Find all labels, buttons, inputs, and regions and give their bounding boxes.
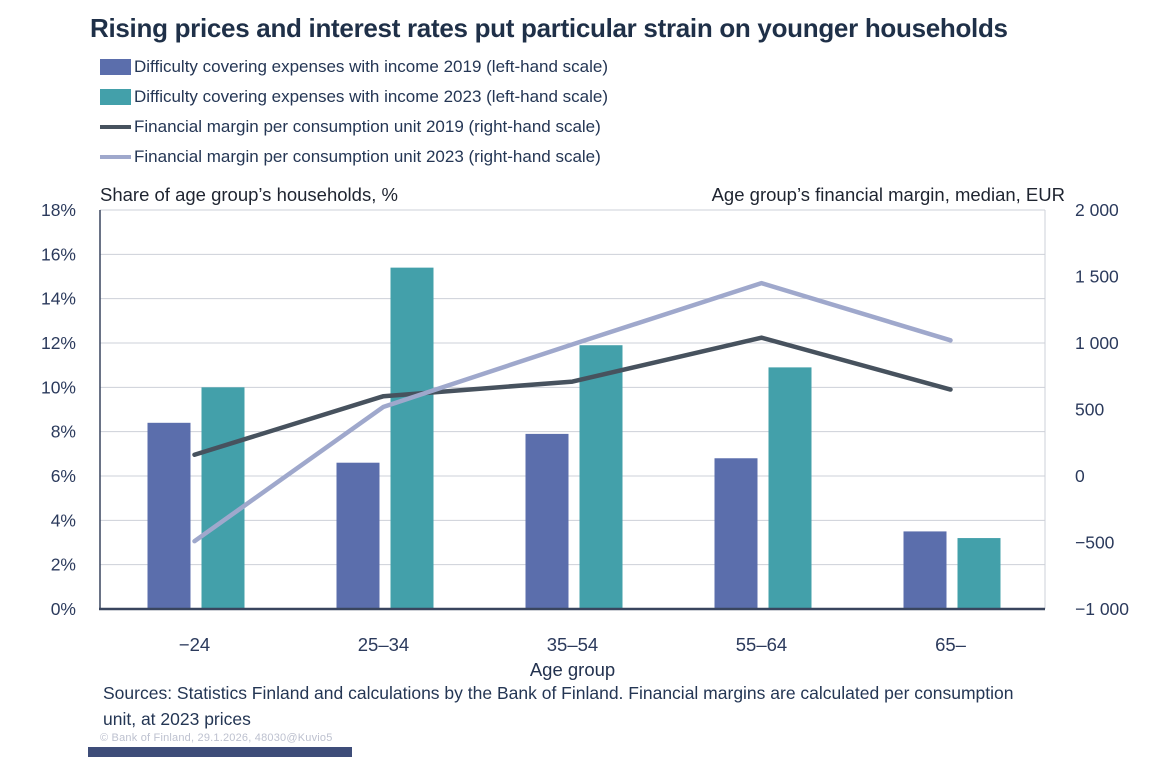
copyright-note: © Bank of Finland, 29.1.2026, 48030@Kuvi… <box>100 732 333 744</box>
sources-note: Sources: Statistics Finland and calculat… <box>103 683 1014 729</box>
bar-2023-3 <box>768 367 812 609</box>
category-label: −24 <box>179 634 210 655</box>
x-axis-title: Age group <box>530 659 615 680</box>
bar-2019-3 <box>714 458 758 609</box>
category-label: 25–34 <box>358 634 409 655</box>
category-label: 35–54 <box>547 634 598 655</box>
right-tick-label: 2 000 <box>1075 200 1119 220</box>
left-tick-label: 10% <box>41 377 76 397</box>
left-tick-label: 4% <box>51 510 76 530</box>
right-tick-label: 0 <box>1075 466 1085 486</box>
chart-title: Rising prices and interest rates put par… <box>90 13 1008 43</box>
right-tick-label: 1 000 <box>1075 333 1119 353</box>
category-label: 65– <box>935 634 967 655</box>
bar-2019-1 <box>336 462 380 609</box>
right-tick-label: 1 500 <box>1075 267 1119 287</box>
left-tick-label: 6% <box>51 466 76 486</box>
legend-label: Financial margin per consumption unit 20… <box>134 147 601 166</box>
footer-brand-bar <box>88 747 352 757</box>
legend: Difficulty covering expenses with income… <box>100 52 608 172</box>
legend-item: Financial margin per consumption unit 20… <box>100 142 608 172</box>
right-axis-title: Age group’s financial margin, median, EU… <box>711 184 1065 205</box>
legend-item: Difficulty covering expenses with income… <box>100 82 608 112</box>
bar-2023-4 <box>957 538 1001 609</box>
left-tick-label: 2% <box>51 555 76 575</box>
right-tick-label: 500 <box>1075 400 1104 420</box>
legend-item: Financial margin per consumption unit 20… <box>100 112 608 142</box>
legend-swatch-bar-icon <box>100 89 131 105</box>
left-tick-label: 14% <box>41 289 76 309</box>
bar-2019-0 <box>147 422 191 609</box>
left-tick-label: 12% <box>41 333 76 353</box>
left-axis-title: Share of age group’s households, % <box>100 184 398 205</box>
right-tick-label: −1 000 <box>1075 599 1129 619</box>
bar-2023-0 <box>201 387 245 609</box>
bar-2019-4 <box>903 531 947 609</box>
bar-2023-2 <box>579 345 623 609</box>
category-label: 55–64 <box>736 634 787 655</box>
left-tick-label: 0% <box>51 599 76 619</box>
legend-label: Difficulty covering expenses with income… <box>134 87 609 106</box>
legend-label: Financial margin per consumption unit 20… <box>134 117 601 136</box>
legend-label: Difficulty covering expenses with income… <box>134 57 609 76</box>
bar-2019-2 <box>525 433 569 609</box>
legend-swatch-line-icon <box>100 124 131 130</box>
legend-swatch-line-icon <box>100 154 131 160</box>
bar-2023-1 <box>390 267 434 609</box>
line-2019 <box>192 335 953 457</box>
legend-item: Difficulty covering expenses with income… <box>100 52 608 82</box>
left-tick-label: 16% <box>41 244 76 264</box>
left-tick-label: 8% <box>51 422 76 442</box>
legend-swatch-bar-icon <box>100 59 131 75</box>
right-tick-label: −500 <box>1075 533 1115 553</box>
left-tick-label: 18% <box>41 200 76 220</box>
line-2023 <box>192 280 953 544</box>
